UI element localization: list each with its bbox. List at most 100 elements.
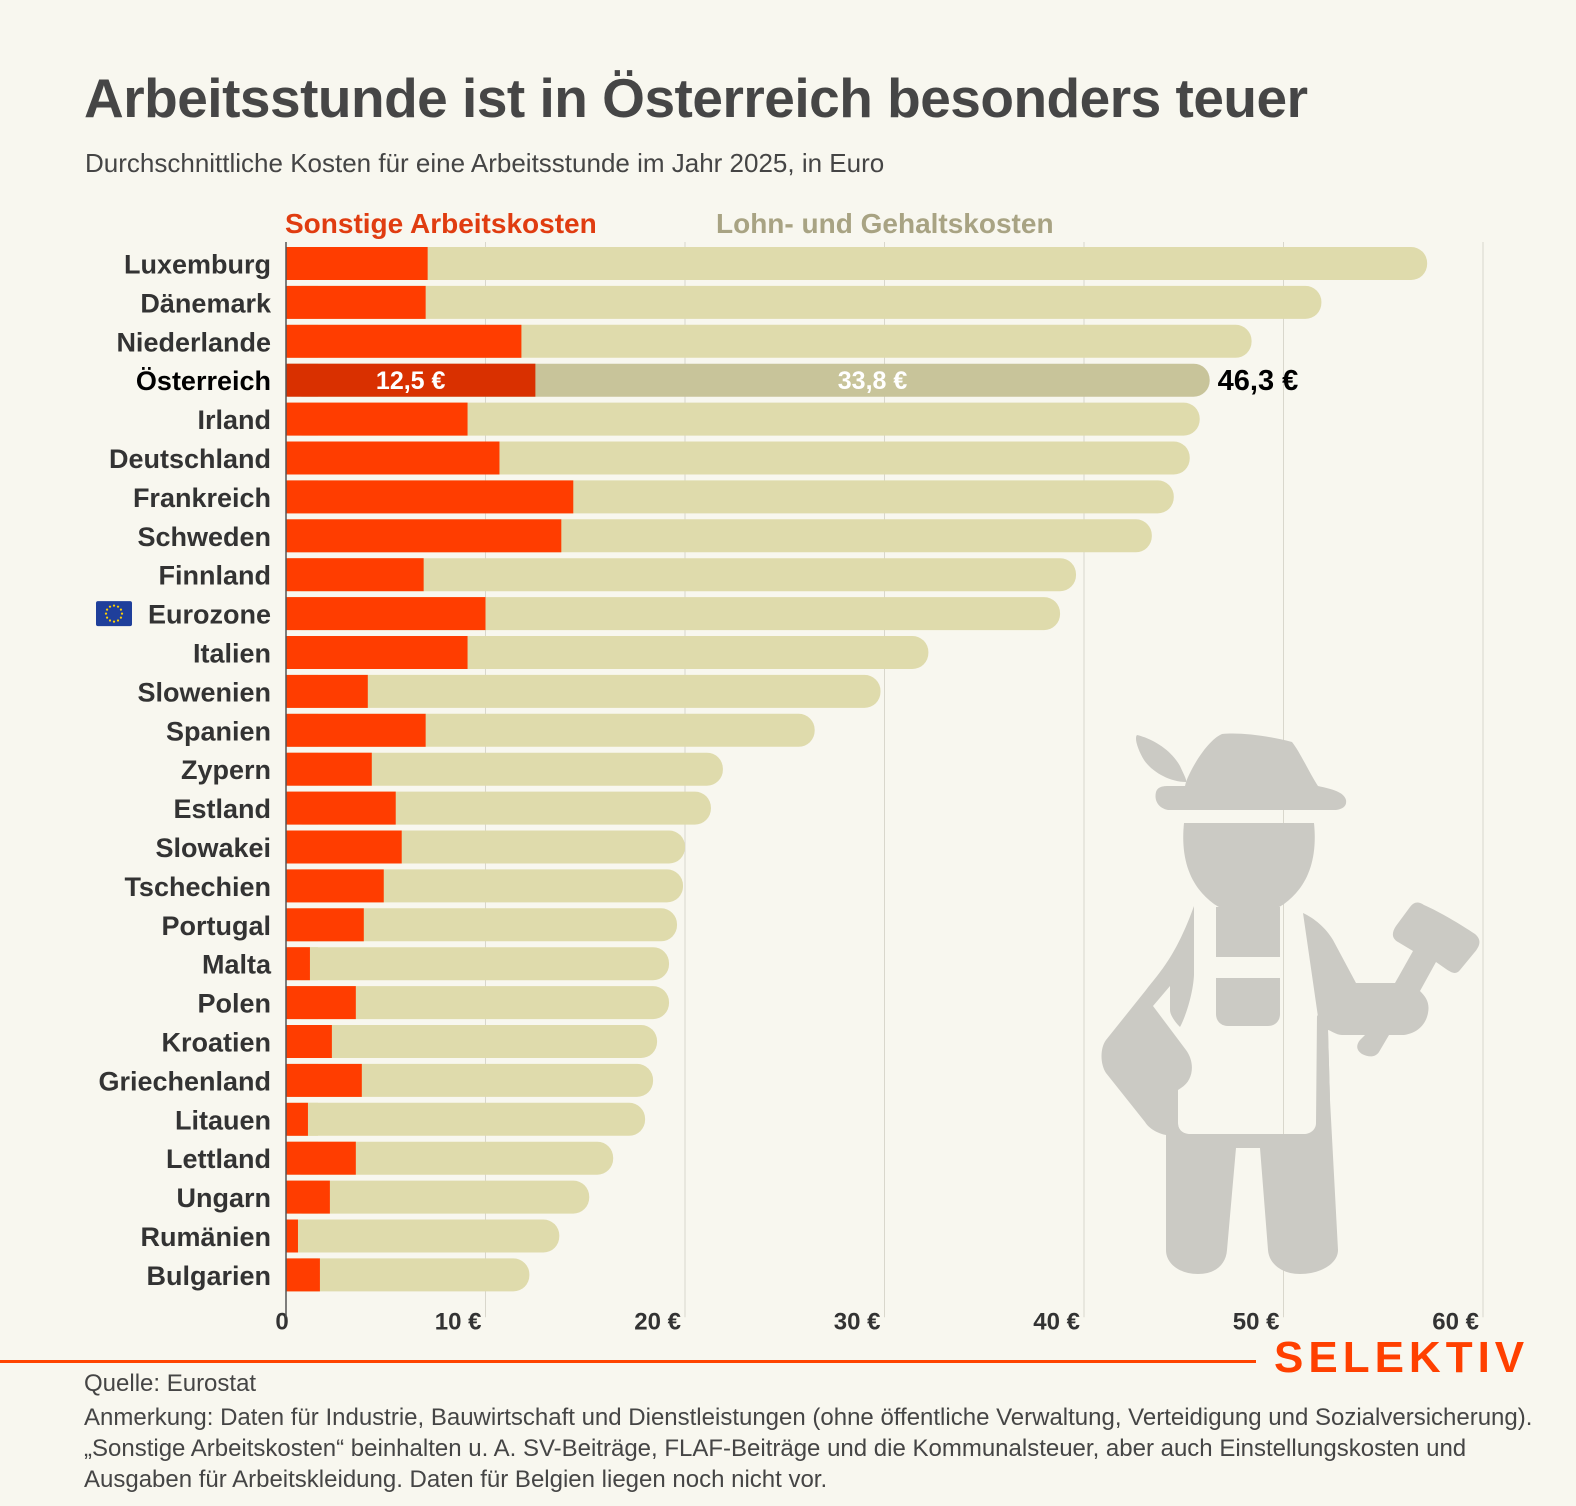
x-tick-label: 40 € [1033, 1308, 1080, 1335]
stacked-bar-chart: 12,5 € 33,8 € 46,3 € Luxemburg Dänemark Nied… [96, 208, 1484, 1335]
footer-divider [0, 1360, 1256, 1363]
category-label: Griechenland [98, 1066, 271, 1096]
hat-feather-icon [1135, 735, 1187, 782]
flag-field [96, 601, 132, 627]
category-label: Österreich [136, 366, 271, 396]
bar-other-costs [286, 519, 562, 553]
x-tick-label: 30 € [834, 1308, 881, 1335]
bar-other-costs [286, 1219, 298, 1253]
bar-other-costs [286, 752, 372, 786]
bar-wages [286, 1180, 590, 1214]
x-axis: 0 10 €20 €30 €40 €50 €60 € [275, 242, 1479, 1335]
x-tick-label: 10 € [435, 1308, 482, 1335]
eu-flag-icon [96, 601, 132, 627]
bar-wages [286, 402, 1200, 436]
bar-other-costs [286, 986, 356, 1020]
flag-star [119, 608, 123, 611]
bar-wages [286, 908, 678, 942]
bar-other-costs [286, 1141, 356, 1175]
bar-other-costs [286, 1063, 362, 1097]
legs-icon [1166, 1015, 1338, 1274]
bar-other-costs [286, 480, 574, 514]
right-arm-icon [1303, 902, 1480, 1100]
category-label: Dänemark [140, 288, 272, 318]
bar-wages [286, 1063, 654, 1097]
bar-other-costs [286, 830, 402, 864]
worker-illustration-icon [1101, 733, 1480, 1274]
legend-item-wages: Lohn- und Gehaltskosten [716, 208, 1054, 239]
bar-wages [286, 1102, 646, 1136]
page-subtitle: Durchschnittliche Kosten für eine Arbeit… [85, 148, 885, 178]
bar-other-costs [286, 285, 426, 319]
head-icon [1183, 823, 1315, 914]
category-label: Bulgarien [146, 1261, 271, 1291]
bar-wages [286, 1219, 560, 1253]
category-label: Malta [202, 950, 272, 980]
flag-star [108, 605, 112, 608]
flag-star [105, 616, 109, 619]
flag-star [105, 608, 109, 611]
x-tick-label: 60 € [1432, 1308, 1479, 1335]
category-label: Luxemburg [124, 250, 271, 280]
bar-other-costs [286, 1180, 330, 1214]
flag-star [108, 619, 112, 622]
category-label: Rumänien [140, 1222, 271, 1252]
category-label: Deutschland [109, 444, 271, 474]
apron-pocket-icon [1216, 978, 1280, 1026]
flag-star [116, 605, 120, 608]
category-label: Ungarn [177, 1183, 272, 1213]
bar-other-costs [286, 597, 486, 631]
bar-other-costs [286, 1025, 332, 1058]
flag-star [112, 620, 116, 623]
bar-wages [286, 674, 881, 708]
category-label: Irland [197, 405, 271, 435]
left-arm-icon [1101, 906, 1194, 1135]
data-label-wages: 33,8 € [838, 367, 908, 395]
category-label: Portugal [161, 911, 271, 941]
category-label: Schweden [137, 522, 271, 552]
flag-star [116, 619, 120, 622]
data-label-total: 46,3 € [1218, 365, 1299, 397]
category-label: Litauen [175, 1105, 271, 1135]
bar-other-costs [286, 1102, 308, 1136]
bar-other-costs [286, 363, 536, 397]
category-label: Tschechien [124, 872, 271, 902]
category-label: Estland [173, 794, 271, 824]
bar-wages [286, 752, 723, 786]
category-labels: Luxemburg Dänemark Niederlande Österreich Ir… [96, 250, 272, 1291]
bar-wages [286, 1025, 658, 1058]
apron-bib-icon [1216, 907, 1280, 957]
x-tick-label: 20 € [634, 1308, 681, 1335]
bar-wages [286, 986, 670, 1020]
bar-wages [286, 324, 1252, 358]
bar-other-costs [286, 869, 384, 903]
brand-logo: SELEKTIV [1274, 1333, 1530, 1382]
source-note: Quelle: Eurostat [84, 1370, 257, 1397]
bar-other-costs [286, 441, 500, 475]
category-label: Finnland [159, 561, 271, 591]
bar-wages [286, 285, 1322, 319]
hat-icon [1155, 733, 1347, 810]
bar-other-costs [286, 324, 522, 358]
flag-star [120, 612, 124, 615]
x-tick-label: 50 € [1233, 1308, 1280, 1335]
bar-wages [286, 1258, 530, 1292]
bar-other-costs [286, 636, 468, 669]
flag-star [104, 612, 108, 615]
bar-other-costs [286, 674, 368, 708]
legend-item-other-costs: Sonstige Arbeitskosten [285, 208, 597, 239]
category-label: Polen [197, 989, 271, 1019]
category-label: Spanien [166, 716, 271, 746]
bar-other-costs [286, 713, 426, 747]
bar-wages [286, 247, 1428, 280]
category-label: Lettland [166, 1144, 271, 1174]
bar-other-costs [286, 1258, 320, 1292]
category-label: Kroatien [161, 1028, 271, 1058]
bar-other-costs [286, 402, 468, 436]
category-label: Italien [193, 639, 271, 669]
category-label: Slowakei [155, 833, 271, 863]
bar-wages [286, 869, 684, 903]
bar-other-costs [286, 558, 424, 592]
flag-star [119, 616, 123, 619]
category-label: Eurozone [148, 600, 271, 630]
